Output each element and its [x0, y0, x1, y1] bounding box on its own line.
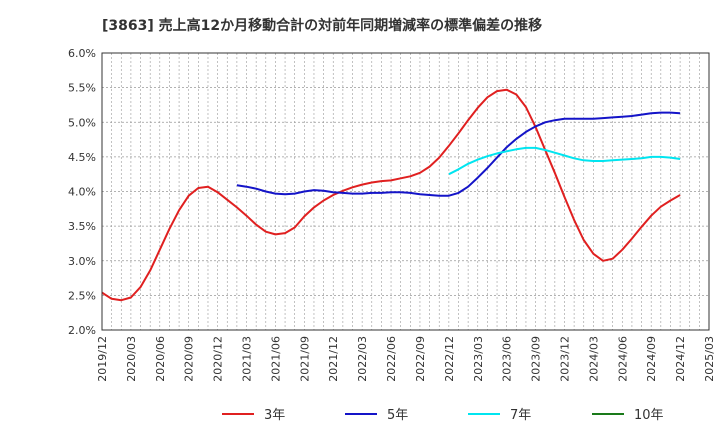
series-line-7年: [448, 146, 681, 176]
x-tick-label: 2025/03: [703, 336, 716, 382]
x-tick-label: 2021/03: [241, 336, 254, 382]
y-tick-label: 2.0%: [68, 324, 96, 337]
legend-item: 3年: [222, 408, 285, 423]
x-tick-label: 2022/12: [443, 336, 456, 382]
series-line-5年: [236, 111, 681, 197]
legend: 3年 5年 7年 10年: [222, 408, 664, 423]
x-axis: 2019/12 2020/03 2020/06 2020/09 2020/12 2021/…: [96, 336, 716, 382]
x-tick-label: 2023/03: [472, 336, 485, 382]
x-tick-label: 2024/12: [674, 336, 687, 382]
plot-area: [101, 88, 681, 302]
y-tick-label: 3.0%: [68, 255, 96, 268]
x-tick-label: 2020/06: [154, 336, 167, 382]
legend-label: 10年: [634, 408, 664, 423]
x-tick-label: 2020/03: [125, 336, 138, 382]
x-tick-label: 2024/03: [587, 336, 600, 382]
series-line-3年: [101, 88, 681, 302]
x-tick-label: 2023/09: [530, 336, 543, 382]
y-tick-label: 3.5%: [68, 220, 96, 233]
y-tick-label: 6.0%: [68, 47, 96, 60]
x-tick-label: 2024/09: [645, 336, 658, 382]
x-tick-label: 2020/09: [183, 336, 196, 382]
y-tick-label: 4.0%: [68, 186, 96, 199]
legend-label: 5年: [387, 408, 408, 423]
legend-item: 10年: [592, 408, 664, 423]
legend-label: 3年: [264, 408, 285, 423]
x-tick-label: 2020/12: [212, 336, 225, 382]
legend-item: 7年: [468, 408, 531, 423]
legend-label: 7年: [510, 408, 531, 423]
x-tick-label: 2022/06: [385, 336, 398, 382]
x-tick-label: 2023/12: [558, 336, 571, 382]
x-tick-label: 2022/09: [414, 336, 427, 382]
x-tick-label: 2021/12: [327, 336, 340, 382]
x-tick-label: 2021/06: [269, 336, 282, 382]
x-tick-label: 2023/06: [501, 336, 514, 382]
legend-item: 5年: [345, 408, 408, 423]
y-tick-label: 4.5%: [68, 151, 96, 164]
y-tick-label: 2.5%: [68, 289, 96, 302]
plot-frame: [101, 52, 710, 331]
y-tick-label: 5.5%: [68, 82, 96, 95]
chart-title: [3863] 売上高12か月移動合計の対前年同期増減率の標準偏差の推移: [102, 17, 542, 34]
y-tick-label: 5.0%: [68, 116, 96, 129]
y-axis: 2.0% 2.5% 3.0% 3.5% 4.0% 4.5% 5.0% 5.5% 6.0%: [68, 47, 96, 337]
x-tick-label: 2024/06: [616, 336, 629, 382]
x-tick-label: 2019/12: [96, 336, 109, 382]
x-tick-label: 2021/09: [298, 336, 311, 382]
x-tick-label: 2022/03: [356, 336, 369, 382]
